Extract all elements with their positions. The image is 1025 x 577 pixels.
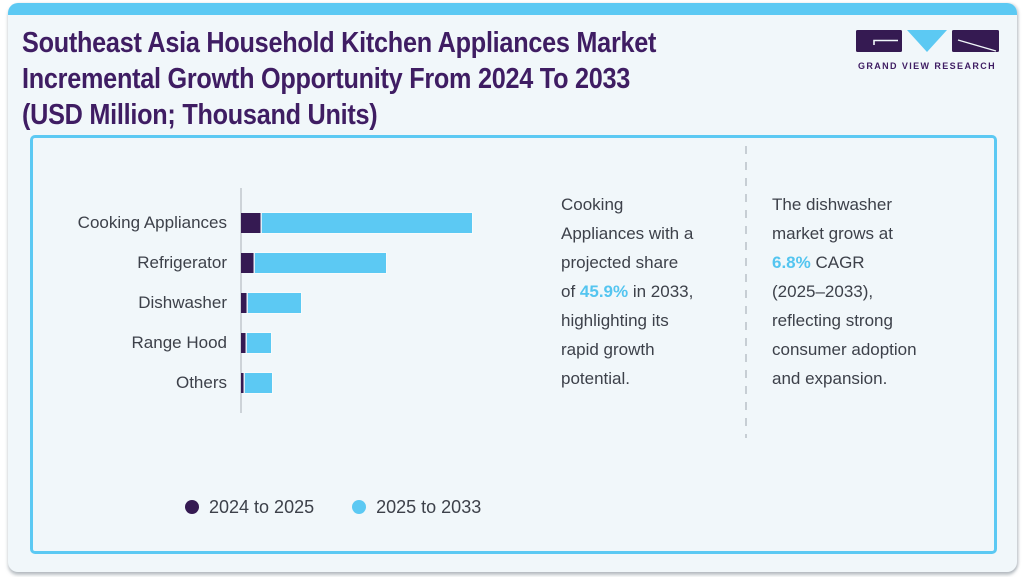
annotation-line: Cooking bbox=[561, 195, 624, 214]
bar-segment-2024-2025 bbox=[241, 373, 244, 393]
bar-row-cooking-appliances: Cooking Appliances bbox=[33, 203, 563, 243]
legend-label: 2025 to 2033 bbox=[376, 496, 482, 517]
category-label: Dishwasher bbox=[138, 293, 227, 312]
bar-segment-2025-2033 bbox=[244, 373, 272, 393]
bar-track bbox=[241, 253, 386, 273]
bar-segment-2025-2033 bbox=[246, 333, 271, 353]
legend-item-2024-2025: 2024 to 2025 bbox=[185, 497, 314, 518]
bar-segment-2025-2033 bbox=[247, 293, 301, 313]
bar-row-others: Others bbox=[33, 363, 563, 403]
category-label: Range Hood bbox=[131, 333, 227, 352]
bar-segment-2024-2025 bbox=[241, 293, 247, 313]
top-accent-bar bbox=[8, 3, 1017, 15]
legend-item-2025-2033: 2025 to 2033 bbox=[352, 497, 481, 518]
annotation-cooking-appliances: Cooking Appliances with a projected shar… bbox=[561, 190, 741, 393]
bar-row-refrigerator: Refrigerator bbox=[33, 243, 563, 283]
legend-swatch-2025-2033 bbox=[352, 500, 367, 514]
bar-segment-2025-2033 bbox=[254, 253, 386, 273]
annotation-line: 6.8% CAGR bbox=[772, 248, 972, 277]
gvr-logo-icon bbox=[855, 30, 999, 52]
annotation-line: The dishwasher bbox=[772, 195, 893, 214]
category-label: Cooking Appliances bbox=[77, 213, 227, 232]
annotation-line: of 45.9% in 2033, bbox=[561, 277, 741, 306]
legend-swatch-2024-2025 bbox=[185, 500, 199, 514]
title-line-1: Southeast Asia Household Kitchen Applian… bbox=[22, 27, 657, 59]
annotation-line: market grows at bbox=[772, 224, 893, 243]
title-line-2: Incremental Growth Opportunity From 2024… bbox=[22, 63, 631, 95]
annotation-line: highlighting its bbox=[561, 311, 669, 330]
bar-segment-2024-2025 bbox=[241, 213, 261, 233]
annotation-dishwasher: The dishwasher market grows at 6.8% CAGR… bbox=[772, 190, 972, 393]
bar-track bbox=[241, 373, 272, 393]
infographic-card: Southeast Asia Household Kitchen Applian… bbox=[8, 3, 1017, 572]
gvr-logo-wordmark: GRAND VIEW RESEARCH bbox=[857, 61, 997, 71]
bar-track bbox=[241, 213, 472, 233]
bar-row-range-hood: Range Hood bbox=[33, 323, 563, 363]
chart-legend: 2024 to 2025 2025 to 2033 bbox=[185, 494, 481, 520]
annotation-text: of bbox=[561, 282, 580, 301]
bar-row-dishwasher: Dishwasher bbox=[33, 283, 563, 323]
bar-segment-2024-2025 bbox=[241, 253, 254, 273]
bar-track bbox=[241, 293, 301, 313]
category-label: Others bbox=[175, 373, 227, 392]
annotation-line: Appliances with a bbox=[561, 224, 694, 243]
annotation-text: CAGR bbox=[810, 253, 865, 272]
annotation-line: potential. bbox=[561, 369, 630, 388]
gvr-logo: GRAND VIEW RESEARCH bbox=[852, 30, 1002, 71]
annotation-line: reflecting strong bbox=[772, 311, 893, 330]
bar-chart: Cooking Appliances Refrigerator Dishwash… bbox=[33, 203, 563, 403]
title-line-3: (USD Million; Thousand Units) bbox=[22, 99, 378, 131]
highlight-value: 6.8% bbox=[772, 253, 811, 272]
annotation-line: consumer adoption bbox=[772, 340, 917, 359]
annotation-text: in 2033, bbox=[628, 282, 694, 301]
bar-segment-2025-2033 bbox=[261, 213, 472, 233]
annotation-line: (2025–2033), bbox=[772, 282, 874, 301]
highlight-value: 45.9% bbox=[579, 282, 629, 301]
annotation-line: rapid growth bbox=[561, 340, 655, 359]
bar-segment-2024-2025 bbox=[241, 333, 246, 353]
chart-panel: Cooking Appliances Refrigerator Dishwash… bbox=[30, 135, 997, 554]
annotation-line: projected share bbox=[561, 253, 679, 272]
dashed-divider bbox=[745, 146, 747, 438]
bar-track bbox=[241, 333, 271, 353]
page-title: Southeast Asia Household Kitchen Applian… bbox=[22, 25, 656, 133]
annotation-line: and expansion. bbox=[772, 369, 888, 388]
legend-label: 2024 to 2025 bbox=[209, 496, 315, 517]
category-label: Refrigerator bbox=[137, 253, 227, 272]
